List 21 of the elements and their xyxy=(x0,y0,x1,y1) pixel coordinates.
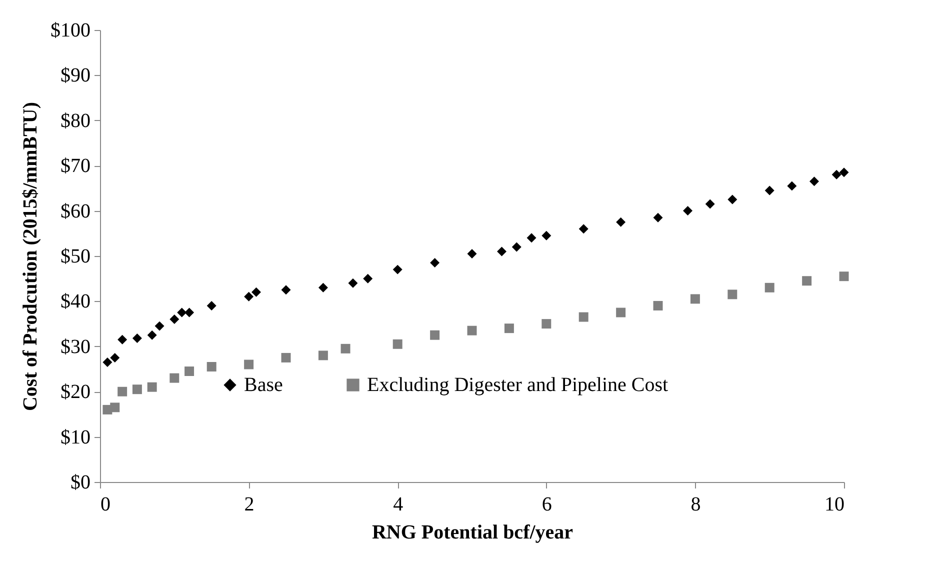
y-axis-title: Cost of Prodcution (2015$/mmBTU) xyxy=(20,102,42,412)
legend-label: Base xyxy=(244,374,283,396)
y-tick-label: $90 xyxy=(60,64,90,87)
x-tick-label: 2 xyxy=(244,494,254,516)
legend-label: Excluding Digester and Pipeline Cost xyxy=(367,374,669,396)
y-tick-label: $50 xyxy=(60,246,90,268)
x-tick-label: 4 xyxy=(393,494,404,516)
x-axis-title: RNG Potential bcf/year xyxy=(372,522,574,544)
y-tick-label: $80 xyxy=(60,110,90,132)
x-tick-label: 8 xyxy=(690,494,701,516)
y-tick-label: $10 xyxy=(60,426,90,448)
y-tick-label: $20 xyxy=(60,381,90,404)
y-tick-label: $30 xyxy=(60,336,90,358)
y-tick-label: $0 xyxy=(70,472,90,494)
x-tick-label: 10 xyxy=(824,494,844,516)
x-tick-label: 6 xyxy=(542,494,552,516)
y-tick-label: $60 xyxy=(60,200,90,222)
y-tick-label: $40 xyxy=(60,290,90,313)
y-tick-label: $100 xyxy=(50,20,90,42)
x-tick-label: 0 xyxy=(100,494,110,516)
y-tick-label: $70 xyxy=(60,155,90,178)
